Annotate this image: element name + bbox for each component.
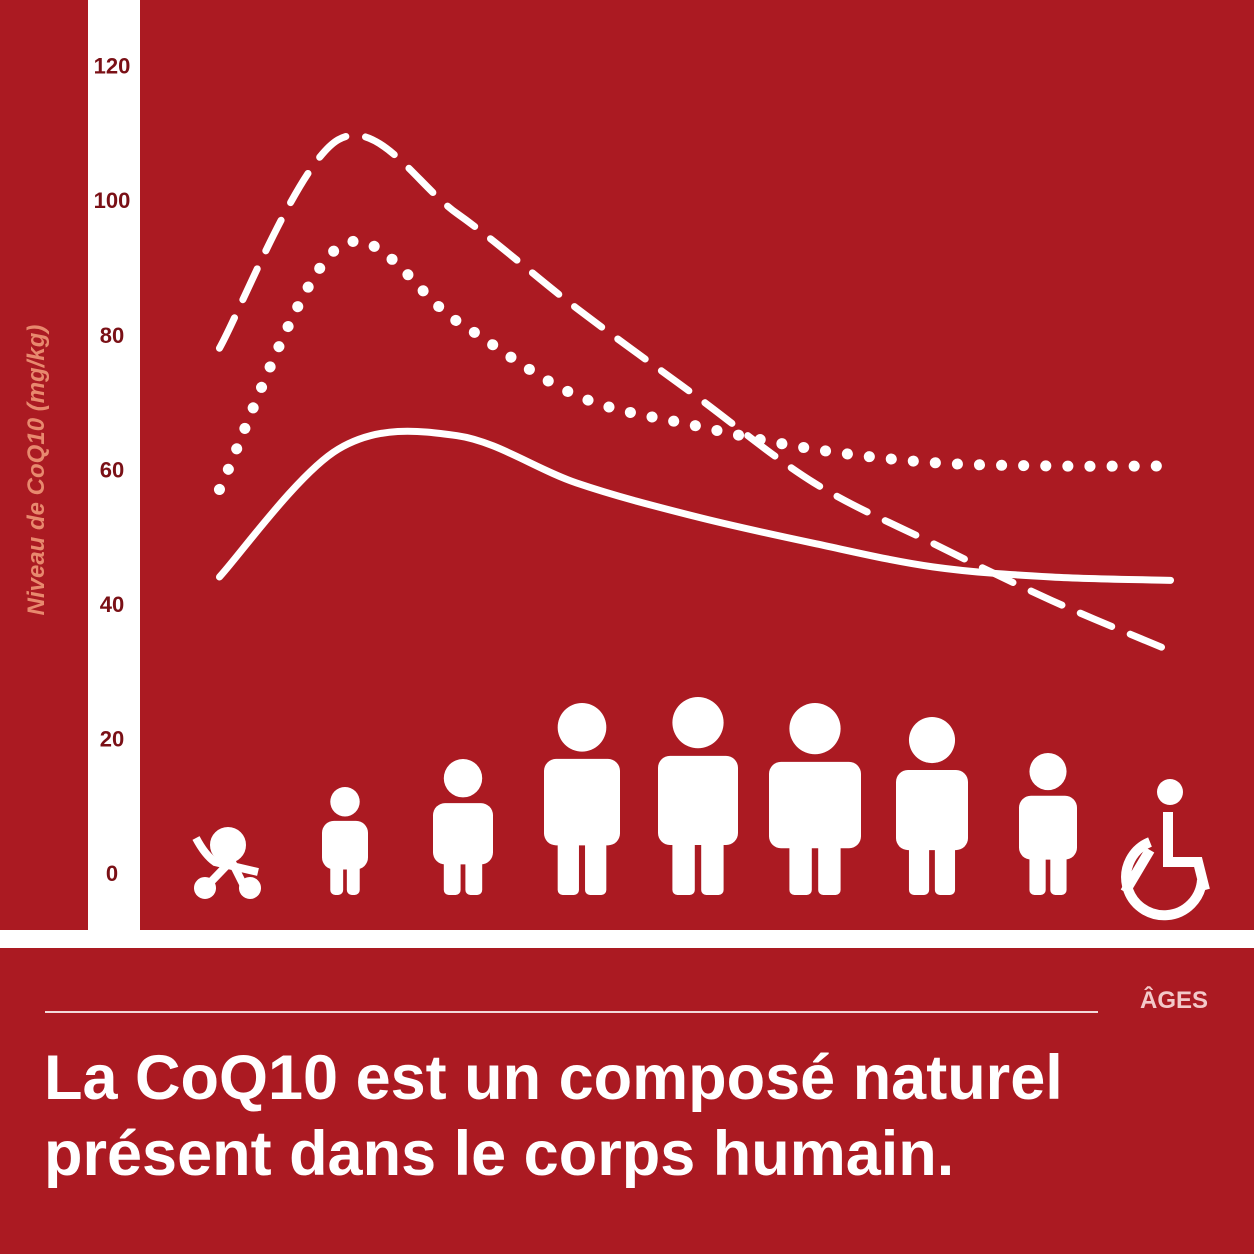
icon-part (210, 827, 246, 863)
y-tick-label: 120 (94, 54, 131, 79)
x-axis-bar (0, 930, 1254, 948)
icon-leg (701, 811, 724, 895)
y-tick-label: 100 (94, 188, 131, 213)
icon-head (908, 717, 956, 764)
icon-head (672, 697, 724, 749)
icon-body (544, 758, 620, 846)
icon-leg (330, 849, 344, 895)
person-icon (544, 703, 620, 895)
y-tick-label: 0 (106, 861, 118, 886)
icon-part (194, 877, 216, 899)
person-icon (896, 717, 968, 895)
icon-leg (818, 814, 841, 895)
caption: La CoQ10 est un composé naturel présent … (44, 1043, 1063, 1189)
icon-leg (672, 811, 695, 895)
icon-part (1157, 779, 1183, 805)
icon-leg (346, 849, 360, 895)
icon-leg (585, 814, 607, 895)
person-icon (433, 759, 493, 895)
icon-body (658, 755, 738, 845)
y-tick-label: 60 (100, 457, 124, 482)
icon-head (557, 703, 607, 752)
icon-leg (465, 837, 483, 895)
y-axis-bar (88, 0, 140, 935)
person-icon (1019, 753, 1077, 895)
icon-leg (789, 814, 812, 895)
icon-leg (1029, 835, 1046, 895)
data-line (213, 235, 1177, 496)
icon-head (443, 759, 483, 798)
y-tick-label: 40 (100, 592, 124, 617)
icon-body (769, 761, 861, 849)
icon-leg (934, 820, 956, 895)
person-icon (658, 697, 738, 895)
icon-leg (443, 837, 461, 895)
icon-leg (908, 820, 930, 895)
icon-part (239, 877, 261, 899)
icon-leg (557, 814, 579, 895)
y-tick-label: 20 (100, 726, 124, 751)
stroller-icon (192, 827, 261, 899)
icon-body (1019, 795, 1077, 860)
data-line (215, 427, 1175, 584)
icon-part (1121, 837, 1207, 921)
person-icon (322, 787, 368, 895)
x-axis-label: ÂGES (1140, 986, 1208, 1014)
icon-head (789, 703, 841, 755)
y-tick-label: 80 (100, 323, 124, 348)
icon-head (330, 787, 360, 817)
icon-leg (1050, 835, 1067, 895)
icon-body (896, 769, 968, 851)
wheelchair-icon (1120, 779, 1210, 921)
icon-body (322, 820, 368, 870)
icon-body (433, 803, 493, 865)
icon-head (1029, 753, 1067, 791)
y-axis-label: Niveau de CoQ10 (mg/kg) (23, 325, 50, 616)
person-icon (769, 703, 861, 895)
